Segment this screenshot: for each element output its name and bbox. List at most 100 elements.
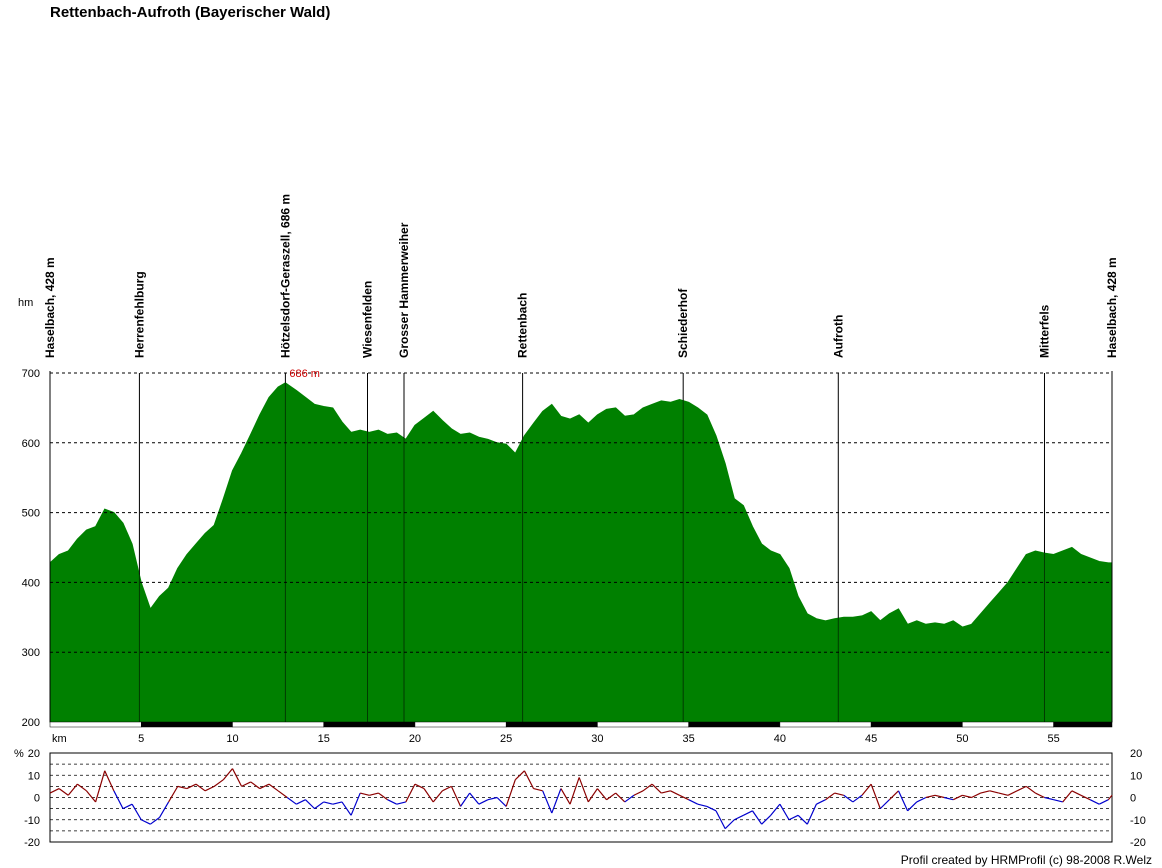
gradient-segment	[1107, 794, 1113, 801]
gradient-segment	[460, 792, 471, 807]
gradient-segment	[104, 770, 115, 792]
gradient-segment	[861, 783, 872, 796]
gradient-segment	[432, 790, 443, 803]
x-tick-label: 25	[500, 733, 512, 745]
gradient-segment	[1080, 794, 1091, 801]
gradient-segment	[487, 796, 498, 801]
gradient-segment	[332, 801, 343, 805]
gradient-segment	[1071, 790, 1082, 796]
gradient-segment	[615, 792, 626, 803]
gradient-segment	[825, 792, 835, 801]
km-scale-segment	[962, 721, 1054, 728]
gradient-segment	[523, 770, 535, 789]
gradient-segment	[642, 783, 653, 792]
gradient-segment	[1016, 785, 1027, 792]
gradient-segment	[259, 783, 270, 790]
gradient-y-tick-left: -10	[24, 815, 40, 827]
y-tick-label: 600	[22, 438, 40, 450]
y-tick-label: 500	[22, 508, 40, 520]
km-scale-segment	[140, 721, 233, 728]
km-scale-segment	[49, 721, 142, 728]
gradient-y-tick-left: 0	[34, 793, 40, 805]
gradient-segment	[569, 777, 580, 805]
y-tick-label: 400	[22, 577, 40, 589]
gradient-segment	[587, 788, 598, 803]
gradient-segment	[77, 783, 87, 792]
gradient-segment	[222, 768, 233, 781]
gradient-segment	[360, 792, 370, 796]
gradient-segment	[870, 783, 881, 809]
gradient-segment	[414, 783, 425, 790]
gradient-segment	[241, 781, 251, 787]
gradient-segment	[834, 792, 844, 796]
gradient-segment	[122, 803, 133, 810]
gradient-segment	[788, 814, 799, 821]
gradient-segment	[1025, 785, 1036, 794]
gradient-segment	[806, 803, 817, 825]
gradient-segment	[998, 792, 1009, 796]
gradient-segment	[405, 783, 416, 803]
gradient-segment	[369, 792, 379, 796]
y-axis-label: hm	[18, 297, 33, 309]
gradient-y-tick-right: -20	[1130, 837, 1146, 849]
gradient-segment	[980, 790, 990, 794]
gradient-segment	[879, 799, 890, 810]
gradient-segment	[888, 790, 899, 801]
gradient-segment	[697, 803, 708, 807]
gradient-segment	[268, 783, 279, 792]
gradient-segment	[158, 801, 170, 818]
gradient-segment	[305, 799, 316, 810]
gradient-segment	[706, 805, 717, 812]
gradient-segment	[496, 797, 507, 807]
gradient-segment	[952, 794, 963, 801]
gradient-segment	[113, 790, 124, 809]
km-scale-segment	[323, 721, 416, 728]
gradient-segment	[296, 799, 306, 805]
gradient-segment	[323, 801, 333, 805]
gradient-segment	[469, 792, 480, 805]
gradient-segment	[231, 768, 243, 787]
gradient-segment	[1035, 792, 1045, 799]
gradient-segment	[49, 788, 60, 794]
gradient-segment	[423, 788, 434, 803]
gradient-segment	[341, 801, 352, 816]
gradient-segment	[442, 785, 452, 792]
gradient-segment	[897, 790, 909, 812]
gradient-segment	[752, 810, 763, 825]
gradient-segment	[1044, 796, 1054, 801]
gradient-segment	[816, 799, 826, 805]
gradient-segment	[314, 801, 325, 810]
gradient-y-tick-right: 0	[1130, 793, 1136, 805]
gradient-segment	[177, 785, 187, 790]
gradient-segment	[86, 790, 97, 803]
gradient-segment	[843, 794, 854, 803]
max-elevation-label: 686 m	[289, 368, 320, 380]
chart-title: Rettenbach-Aufroth (Bayerischer Wald)	[50, 4, 331, 21]
gradient-y-tick-right: 10	[1130, 770, 1142, 782]
gradient-segment	[606, 792, 617, 801]
gradient-y-tick-right: -10	[1130, 815, 1146, 827]
gradient-segment	[1007, 790, 1018, 796]
gradient-segment	[551, 788, 562, 814]
gradient-segment	[560, 788, 571, 805]
waypoint-label: Haselbach, 428 m	[43, 257, 57, 358]
gradient-segment	[743, 810, 753, 816]
gradient-segment	[934, 794, 945, 799]
gradient-y-tick-left: 20	[28, 748, 40, 760]
waypoint-label: Haselbach, 428 m	[1105, 257, 1119, 358]
waypoint-label: Aufroth	[831, 315, 845, 358]
gradient-segment	[761, 814, 772, 825]
gradient-segment	[670, 790, 680, 796]
gradient-segment	[450, 786, 462, 807]
x-tick-label: 15	[318, 733, 330, 745]
gradient-segment	[533, 788, 543, 792]
gradient-segment	[962, 794, 972, 799]
gradient-segment	[186, 783, 197, 790]
gradient-segment	[195, 783, 206, 792]
gradient-y-tick-right: 20	[1130, 748, 1142, 760]
gradient-segment	[779, 803, 790, 821]
waypoint-label: Schiederhof	[676, 288, 690, 358]
gradient-segment	[250, 781, 261, 790]
gradient-segment	[989, 790, 1000, 794]
